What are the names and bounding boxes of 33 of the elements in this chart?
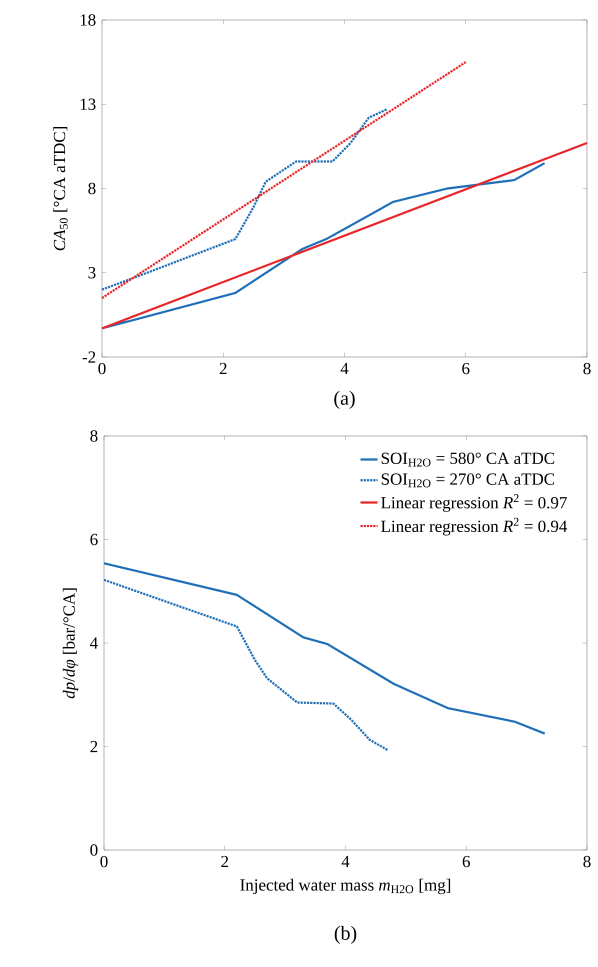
text: (b)	[334, 926, 356, 944]
line-series	[102, 562, 546, 735]
y-tick-label: 8	[88, 182, 96, 194]
y-tick-label: 13	[80, 98, 96, 110]
y-tick-label: 3	[88, 267, 96, 278]
x-tick-label: 2	[220, 362, 227, 374]
x-tick-label: 4	[342, 856, 350, 867]
text: Linear regression R$^{2}$ = 0.94	[381, 518, 568, 536]
legend-label: SOI$_{H2O}$ = 270° CA aTDC	[382, 473, 554, 488]
y-tick-label: 6	[90, 534, 98, 546]
y-axis-title: CA$_{50}$ [°CA aTDC]	[53, 127, 68, 250]
x-tick-label: 0	[100, 856, 108, 868]
legend-label: SOI$_{H2O}$ = 580° CA aTDC	[382, 452, 554, 467]
y-tick-label: 4	[90, 637, 98, 649]
y-tick-label: 0	[90, 844, 98, 856]
y-tick-label: -2	[82, 351, 96, 363]
y-tick-label: 2	[90, 740, 98, 752]
y-axis-title: dp/dφ [bar/°CA]	[62, 588, 78, 698]
x-axis-title: Injected water mass m$_{H2O}$ [mg]	[240, 878, 450, 894]
x-tick-label: 4	[340, 362, 348, 374]
y-tick-label: 18	[80, 14, 96, 26]
text: Linear regression R$^{2}$ = 0.97	[381, 494, 567, 512]
line-series	[100, 162, 546, 330]
line-series	[102, 578, 389, 752]
y-tick-label: 8	[90, 430, 98, 442]
x-tick-label: 8	[583, 856, 591, 868]
x-tick-label: 6	[462, 362, 470, 374]
x-tick-label: 6	[462, 856, 470, 868]
x-tick-label: 2	[221, 856, 228, 868]
x-tick-label: 8	[583, 362, 591, 374]
line-series	[100, 108, 388, 291]
text: (a)	[334, 390, 355, 409]
x-tick-label: 0	[98, 362, 106, 374]
